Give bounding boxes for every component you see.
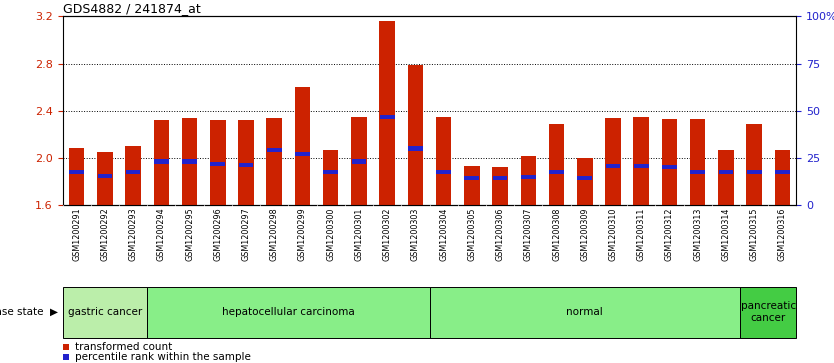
Text: GSM1200316: GSM1200316: [778, 208, 786, 261]
Bar: [718, 150, 734, 205]
Bar: [182, 159, 197, 163]
Text: hepatocellular carcinoma: hepatocellular carcinoma: [222, 307, 354, 317]
Text: GSM1200300: GSM1200300: [326, 208, 335, 261]
Bar: [691, 170, 705, 174]
Text: GSM1200291: GSM1200291: [73, 208, 81, 261]
Text: GSM1200292: GSM1200292: [100, 208, 109, 261]
Bar: [323, 150, 339, 205]
Bar: [577, 158, 592, 205]
Text: percentile rank within the sample: percentile rank within the sample: [75, 352, 251, 362]
Bar: [379, 21, 395, 205]
Text: gastric cancer: gastric cancer: [68, 307, 142, 317]
Bar: [464, 166, 480, 205]
FancyBboxPatch shape: [63, 287, 148, 338]
Text: transformed count: transformed count: [75, 342, 172, 352]
Bar: [294, 87, 310, 205]
Text: GSM1200304: GSM1200304: [440, 208, 448, 261]
Text: GSM1200310: GSM1200310: [609, 208, 617, 261]
Text: disease state  ▶: disease state ▶: [0, 307, 58, 317]
Bar: [408, 146, 423, 151]
Text: normal: normal: [566, 307, 603, 317]
Bar: [577, 176, 592, 180]
Bar: [153, 120, 169, 205]
Text: GSM1200302: GSM1200302: [383, 208, 392, 261]
Bar: [98, 174, 113, 178]
Bar: [661, 119, 677, 205]
Bar: [126, 170, 140, 174]
Bar: [97, 152, 113, 205]
Text: GSM1200311: GSM1200311: [636, 208, 646, 261]
Bar: [549, 124, 565, 205]
Bar: [436, 117, 451, 205]
Text: GSM1200313: GSM1200313: [693, 208, 702, 261]
Text: GSM1200309: GSM1200309: [580, 208, 590, 261]
Bar: [605, 164, 620, 168]
Bar: [520, 155, 536, 205]
Bar: [465, 176, 480, 180]
Bar: [775, 150, 790, 205]
Bar: [63, 344, 69, 350]
Bar: [69, 170, 84, 174]
Text: GSM1200307: GSM1200307: [524, 208, 533, 261]
Text: GSM1200306: GSM1200306: [495, 208, 505, 261]
Bar: [634, 164, 649, 168]
Text: GSM1200299: GSM1200299: [298, 208, 307, 261]
Bar: [605, 118, 620, 205]
Text: GSM1200314: GSM1200314: [721, 208, 731, 261]
Bar: [267, 148, 282, 152]
Text: GDS4882 / 241874_at: GDS4882 / 241874_at: [63, 2, 200, 15]
Bar: [379, 115, 394, 119]
FancyBboxPatch shape: [740, 287, 796, 338]
FancyBboxPatch shape: [430, 287, 740, 338]
Bar: [295, 152, 310, 156]
Text: pancreatic
cancer: pancreatic cancer: [741, 301, 796, 323]
Text: GSM1200295: GSM1200295: [185, 208, 194, 261]
Bar: [351, 117, 367, 205]
Bar: [634, 117, 649, 205]
Bar: [521, 175, 535, 179]
Text: GSM1200303: GSM1200303: [411, 208, 420, 261]
Bar: [746, 124, 762, 205]
Bar: [493, 176, 507, 180]
Text: GSM1200301: GSM1200301: [354, 208, 364, 261]
Bar: [719, 170, 733, 174]
Text: GSM1200298: GSM1200298: [269, 208, 279, 261]
Bar: [182, 118, 198, 205]
Text: GSM1200312: GSM1200312: [665, 208, 674, 261]
Bar: [746, 170, 761, 174]
Bar: [210, 162, 225, 166]
Bar: [352, 159, 366, 163]
Bar: [239, 120, 254, 205]
Bar: [492, 167, 508, 205]
Text: GSM1200297: GSM1200297: [242, 208, 250, 261]
Text: GSM1200308: GSM1200308: [552, 208, 561, 261]
Bar: [125, 146, 141, 205]
Bar: [690, 119, 706, 205]
FancyBboxPatch shape: [148, 287, 430, 338]
Text: GSM1200296: GSM1200296: [214, 208, 223, 261]
Bar: [239, 163, 254, 167]
Text: GSM1200294: GSM1200294: [157, 208, 166, 261]
Bar: [210, 120, 225, 205]
Text: GSM1200315: GSM1200315: [750, 208, 759, 261]
Bar: [549, 170, 564, 174]
Bar: [775, 170, 790, 174]
Bar: [408, 65, 423, 205]
Bar: [662, 165, 677, 170]
Bar: [154, 159, 168, 163]
Bar: [267, 118, 282, 205]
Bar: [63, 354, 69, 360]
Bar: [324, 170, 338, 174]
Text: GSM1200293: GSM1200293: [128, 208, 138, 261]
Bar: [436, 170, 451, 174]
Bar: [69, 148, 84, 205]
Text: GSM1200305: GSM1200305: [467, 208, 476, 261]
